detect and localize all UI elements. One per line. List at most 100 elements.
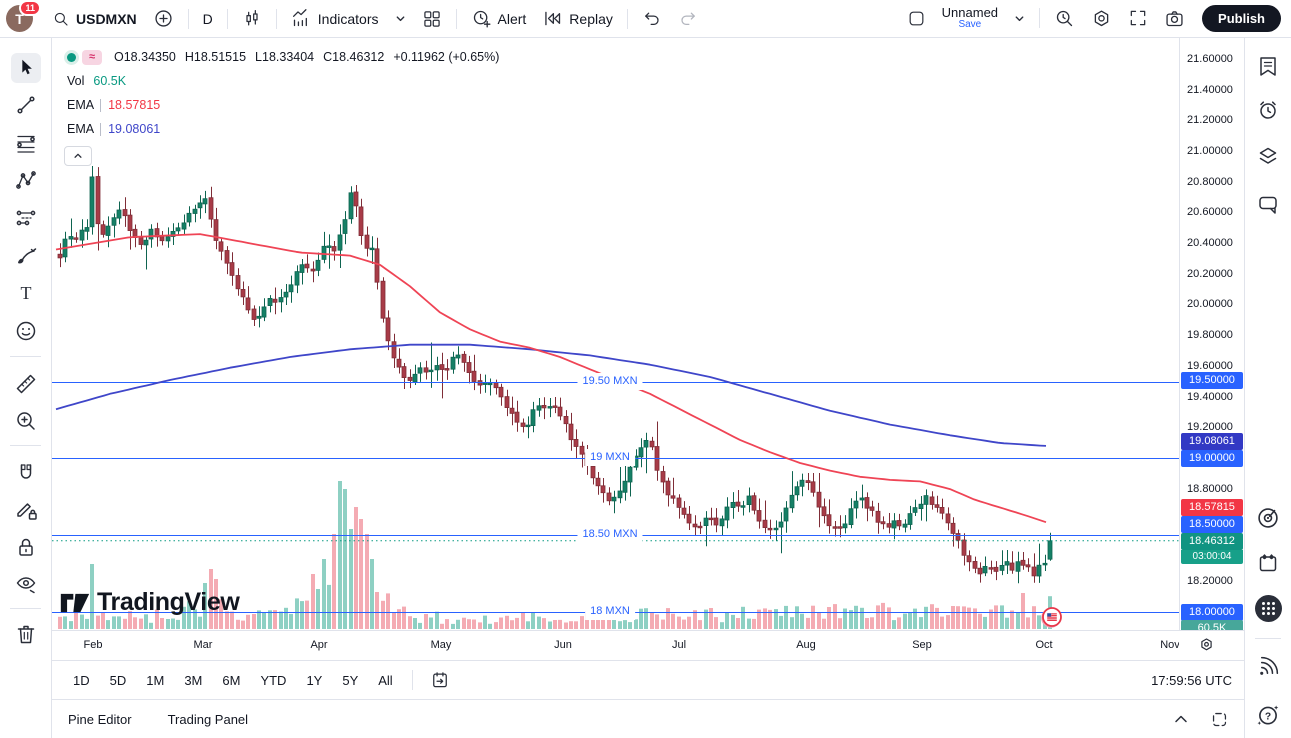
time-axis-label: Apr: [310, 639, 328, 651]
xabcd-pattern-tool-button[interactable]: [11, 165, 41, 195]
save-layout-checkbox[interactable]: [900, 5, 933, 32]
tab-pine-editor[interactable]: Pine Editor: [68, 711, 132, 727]
range-button-5d[interactable]: 5D: [101, 669, 136, 692]
clock-magnifier-icon: [1054, 8, 1075, 29]
tradingview-watermark: TradingView: [60, 588, 240, 617]
projection-tool-button[interactable]: [11, 203, 41, 233]
range-button-1m[interactable]: 1M: [137, 669, 173, 692]
settings-button[interactable]: [1084, 4, 1119, 33]
legend-ohlc-row[interactable]: ≈ O18.34350 H18.51515 L18.33404 C18.4631…: [64, 48, 508, 66]
brush-tool-button[interactable]: [11, 241, 41, 271]
economic-event-flag-icon[interactable]: [1041, 606, 1063, 628]
divider: [626, 8, 628, 29]
ema-slow-value: 19.08061: [108, 121, 161, 136]
price-level-label[interactable]: 18.50 MXN: [577, 526, 643, 544]
chat-button[interactable]: [1254, 190, 1282, 218]
compare-add-button[interactable]: [146, 4, 181, 33]
go-to-date-button[interactable]: [423, 666, 457, 694]
price-badge: 18.00000: [1181, 604, 1243, 621]
apps-menu-button[interactable]: [1254, 594, 1282, 622]
divider: [411, 670, 413, 690]
publish-button[interactable]: Publish: [1202, 4, 1281, 32]
alert-button[interactable]: Alert: [464, 4, 534, 33]
price-tick-label: 19.60000: [1187, 360, 1233, 372]
range-button-all[interactable]: All: [369, 669, 401, 692]
object-tree-button[interactable]: [1254, 142, 1282, 170]
fib-retracement-tool-button[interactable]: [11, 128, 41, 158]
legend-volume-row[interactable]: Vol 60.5K: [64, 72, 508, 90]
timezone-clock[interactable]: 17:59:56 UTC: [1151, 672, 1232, 688]
panel-maximize-icon[interactable]: [1211, 711, 1228, 728]
remove-all-drawings-button[interactable]: [11, 619, 41, 649]
replay-label: Replay: [569, 10, 613, 27]
help-button[interactable]: ?: [1254, 701, 1282, 729]
cursor-tool-button[interactable]: [11, 53, 41, 83]
open-label: O: [114, 49, 124, 64]
symbol-search-button[interactable]: USDMXN: [45, 6, 144, 32]
price-level-label[interactable]: 19.50 MXN: [577, 372, 643, 390]
range-button-1y[interactable]: 1Y: [297, 669, 331, 692]
divider: [275, 8, 277, 29]
ema-slow-label: EMA: [67, 121, 95, 136]
divider: [10, 445, 41, 446]
notification-badge: 11: [19, 0, 41, 16]
layout-name: Unnamed: [941, 5, 999, 21]
chart-legend: ≈ O18.34350 H18.51515 L18.33404 C18.4631…: [64, 48, 508, 144]
tab-trading-panel[interactable]: Trading Panel: [167, 711, 249, 727]
fullscreen-icon: [1128, 8, 1148, 28]
fullscreen-button[interactable]: [1121, 4, 1155, 32]
chart-style-button[interactable]: [235, 5, 269, 33]
screener-button[interactable]: [1254, 504, 1282, 532]
text-tool-button[interactable]: T: [11, 278, 41, 308]
range-button-5y[interactable]: 5Y: [333, 669, 367, 692]
change-value: +0.11962 (+0.65%): [393, 49, 500, 64]
snapshot-button[interactable]: [1157, 4, 1192, 33]
time-axis[interactable]: Feb Mar Apr May Jun Jul Aug Sep Oct Nov: [52, 630, 1244, 660]
trend-line-tool-button[interactable]: [11, 90, 41, 120]
drawing-mode-tool-button[interactable]: [11, 495, 41, 525]
legend-ema-slow-row[interactable]: EMA 19.08061: [64, 120, 508, 138]
go-to-date-icon: [430, 670, 450, 690]
legend-ema-fast-row[interactable]: EMA 18.57815: [64, 96, 508, 114]
chevron-down-icon: [395, 13, 406, 24]
replay-button[interactable]: Replay: [535, 4, 620, 33]
price-level-label[interactable]: 19 MXN: [585, 449, 635, 467]
approx-price-chip: ≈: [82, 49, 102, 65]
quick-search-button[interactable]: [1047, 4, 1082, 33]
calendar-button[interactable]: [1254, 549, 1282, 577]
legend-collapse-button[interactable]: [64, 146, 92, 166]
interval-button[interactable]: D: [196, 7, 220, 31]
range-button-ytd[interactable]: YTD: [251, 669, 295, 692]
indicators-button[interactable]: Indicators: [284, 4, 386, 33]
price-axis[interactable]: 21.60000 21.40000 21.20000 21.00000 20.80000…: [1179, 38, 1244, 637]
measure-tool-button[interactable]: [11, 369, 41, 399]
lock-all-drawings-button[interactable]: [11, 532, 41, 562]
emoji-tool-button[interactable]: [11, 316, 41, 346]
undo-button[interactable]: [635, 5, 669, 33]
watchlist-button[interactable]: [1254, 52, 1282, 80]
save-square-icon: [907, 9, 926, 28]
top-toolbar: T 11 USDMXN D Indicators: [0, 0, 1291, 38]
user-avatar[interactable]: T 11: [6, 0, 41, 32]
symbol-name: USDMXN: [76, 10, 137, 27]
range-button-6m[interactable]: 6M: [213, 669, 249, 692]
layout-grid-button[interactable]: [415, 5, 449, 33]
price-level-label[interactable]: 18 MXN: [585, 602, 635, 620]
divider: [10, 356, 41, 357]
indicators-label: Indicators: [317, 10, 379, 27]
range-button-3m[interactable]: 3M: [175, 669, 211, 692]
magnet-tool-button[interactable]: [11, 458, 41, 488]
range-button-1d[interactable]: 1D: [64, 669, 99, 692]
indicators-templates-chevron[interactable]: [388, 9, 413, 28]
broadcast-button[interactable]: [1254, 652, 1282, 680]
time-axis-settings-gear-icon[interactable]: [1198, 636, 1215, 653]
alerts-button[interactable]: [1254, 96, 1282, 124]
hide-all-drawings-button[interactable]: [11, 569, 41, 599]
zoom-in-tool-button[interactable]: [11, 406, 41, 436]
layout-name-button[interactable]: Unnamed Save: [935, 2, 1005, 34]
panel-collapse-chevron-up-icon[interactable]: [1173, 711, 1189, 727]
time-axis-label: Oct: [1035, 639, 1053, 651]
layout-menu-chevron[interactable]: [1007, 9, 1032, 28]
redo-button[interactable]: [671, 5, 705, 33]
open-value: 18.34350: [123, 49, 176, 64]
